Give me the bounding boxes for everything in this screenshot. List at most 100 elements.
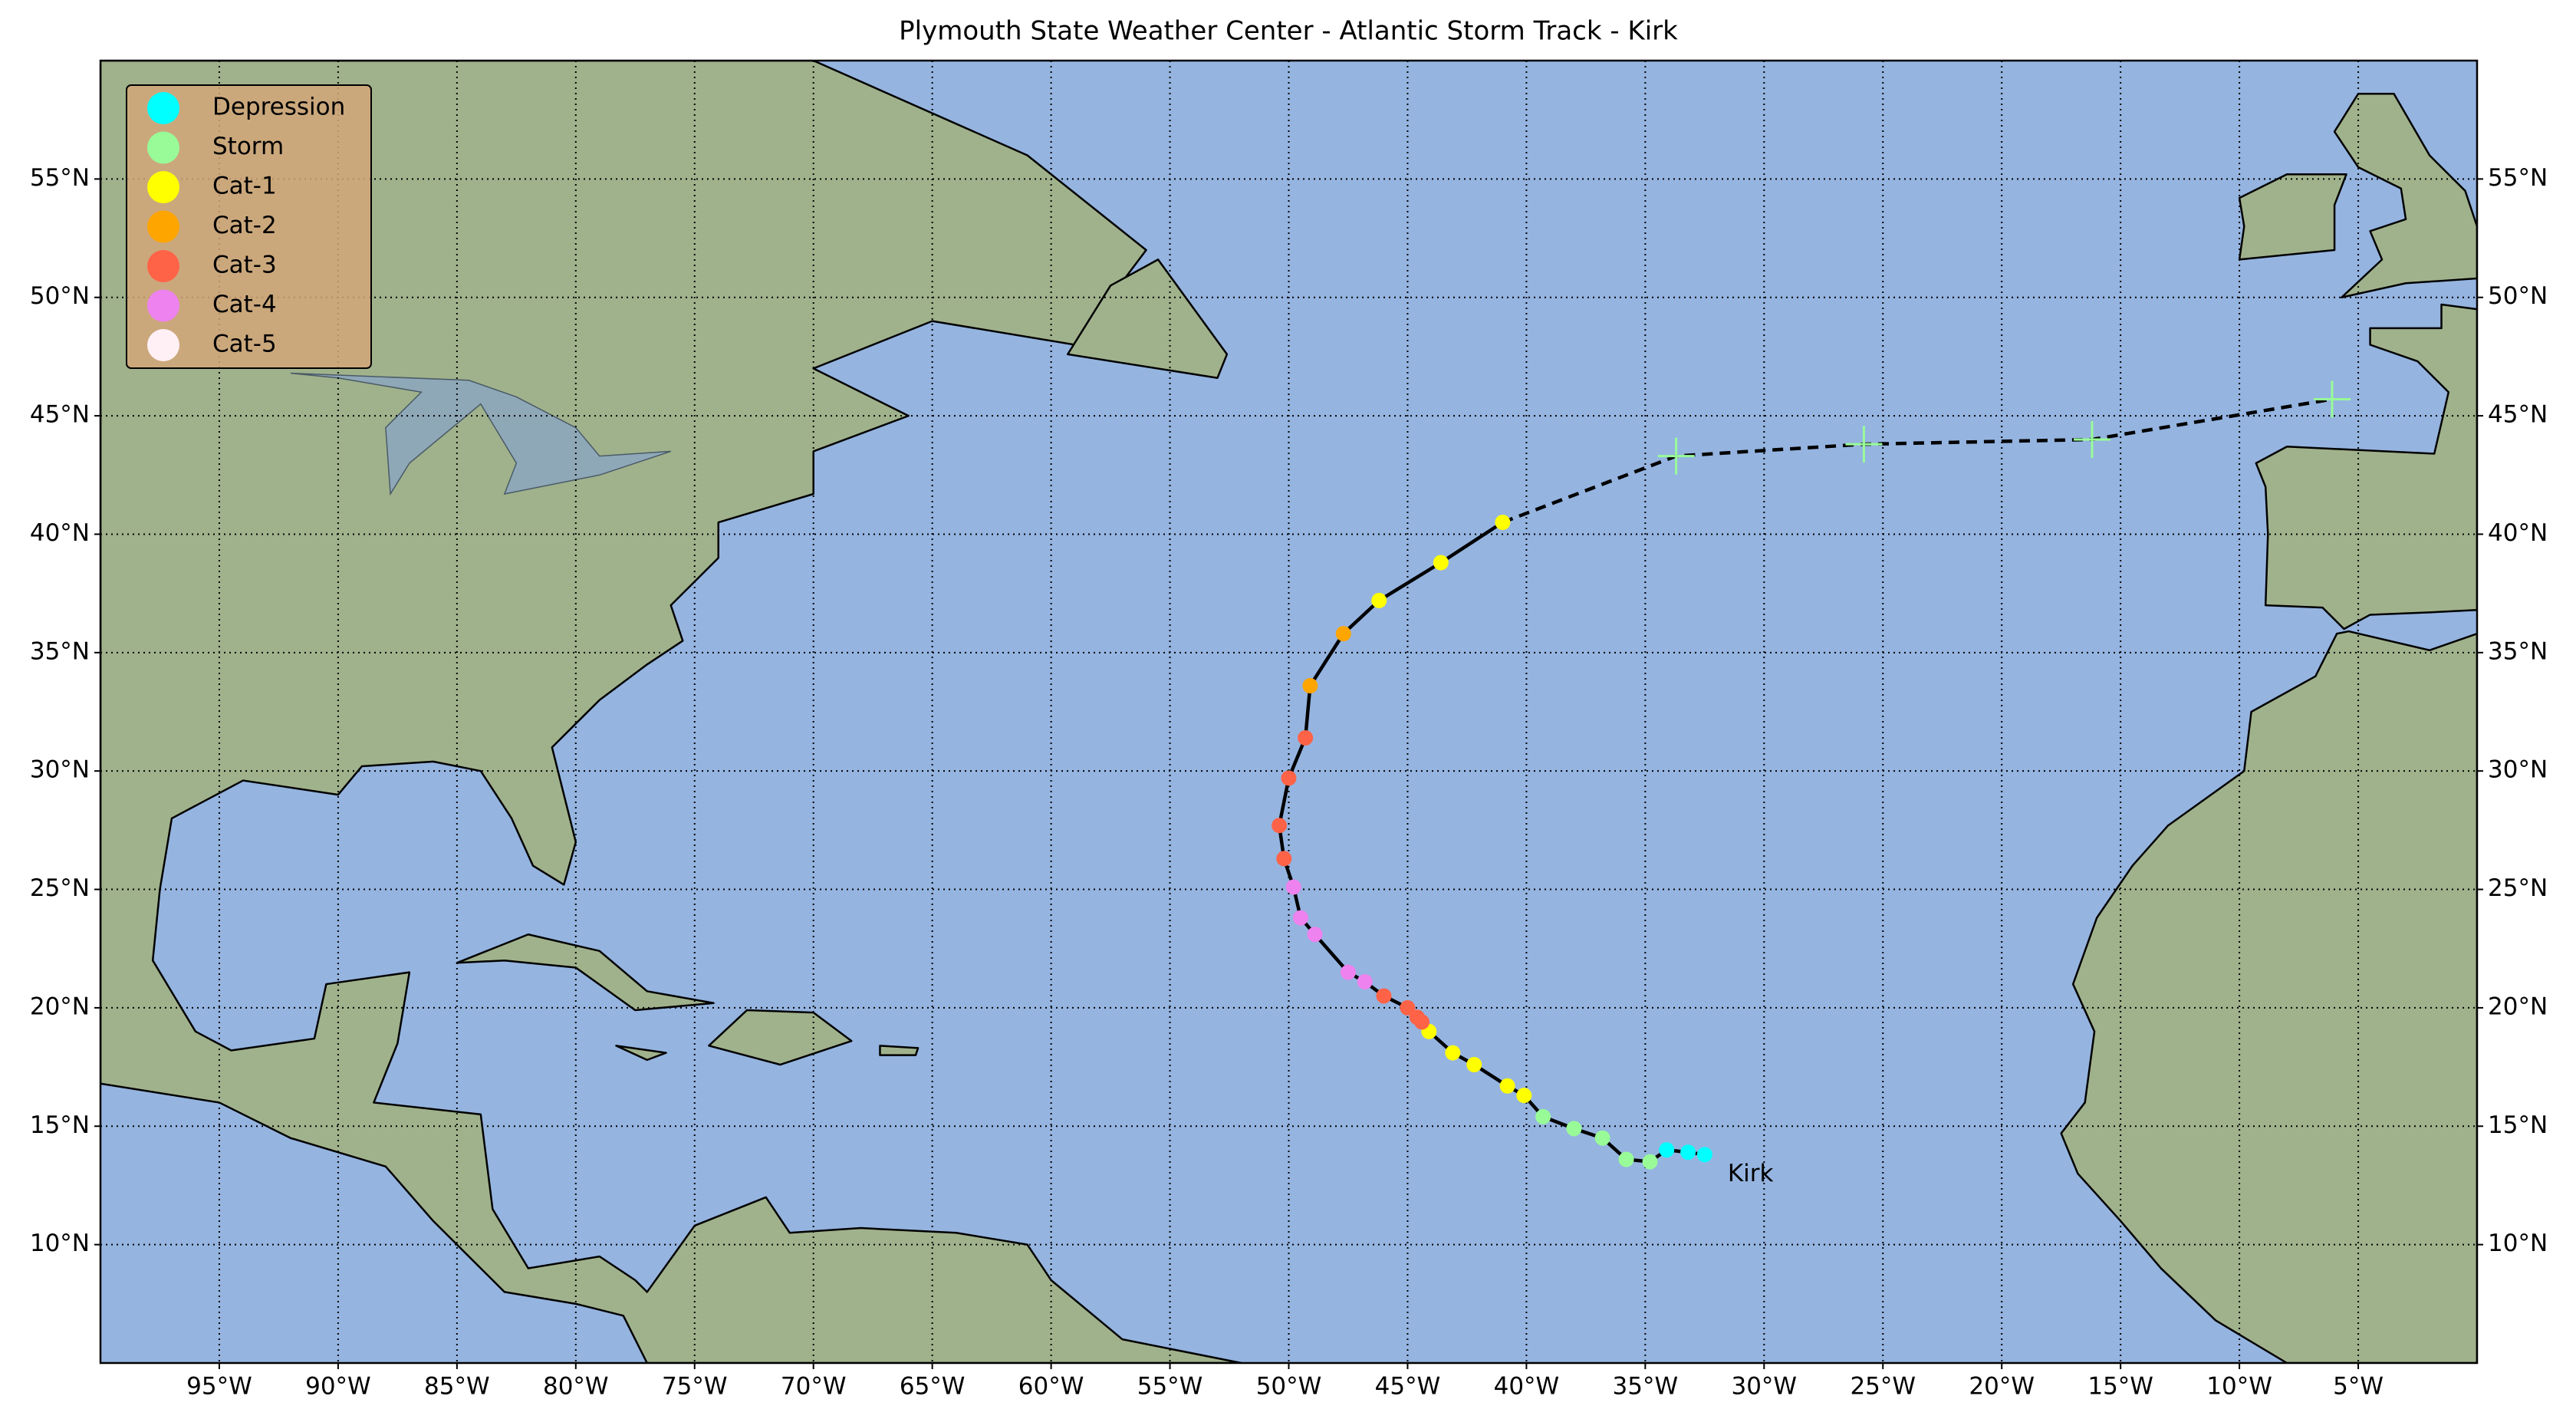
grid-layer: 95°W 90°W 85°W 80°W 75°W 70°W 65°W 60°W 55°W 50°W… (30, 61, 2548, 1401)
land-layer (100, 61, 2477, 1363)
track-point (1272, 818, 1288, 834)
track-point (1335, 626, 1351, 642)
plot-frame (99, 59, 2479, 1365)
legend-label: Cat-4 (212, 291, 277, 318)
x-tick-label: 50°W (1256, 1373, 1322, 1401)
legend-label: Cat-1 (212, 173, 277, 200)
legend-label: Cat-2 (212, 212, 277, 239)
track-point (1400, 999, 1416, 1016)
track-point (1680, 1144, 1696, 1161)
legend: Depression Storm Cat-1 Cat-2 Cat-3 Cat-4 Cat-5 (126, 84, 372, 369)
x-tick-label: 80°W (543, 1373, 609, 1401)
legend-marker (147, 289, 179, 322)
x-tick-label: 55°W (1137, 1373, 1203, 1401)
x-tick-label: 35°W (1613, 1373, 1679, 1401)
legend-label: Depression (212, 94, 345, 121)
y-tick-label: 45°N (2488, 401, 2548, 429)
track-point (1376, 988, 1392, 1004)
track-point (1340, 964, 1356, 980)
track-point (1276, 851, 1292, 867)
track-point (1298, 729, 1314, 746)
forecast-point (2073, 420, 2110, 458)
x-tick-label: 15°W (2087, 1373, 2153, 1401)
y-tick-label: 50°N (30, 282, 90, 310)
ireland (2239, 174, 2346, 259)
track-point (1292, 910, 1308, 926)
track-point (1516, 1088, 1532, 1104)
y-tick-label: 55°N (2488, 164, 2548, 192)
y-tick-label: 35°N (2488, 637, 2548, 665)
y-tick-label: 55°N (30, 164, 90, 192)
legend-marker (147, 250, 179, 282)
forecast-point (2313, 380, 2351, 418)
track-point (1466, 1057, 1482, 1073)
great-britain (2334, 94, 2477, 298)
legend-marker (147, 329, 179, 361)
legend-label: Cat-5 (212, 331, 277, 358)
track-point (1445, 1045, 1461, 1061)
track-point (1696, 1147, 1712, 1163)
x-tick-label: 30°W (1731, 1373, 1797, 1401)
hispaniola (709, 1010, 851, 1065)
x-tick-label: 20°W (1969, 1373, 2035, 1401)
track-point (1307, 927, 1323, 943)
chart-title: Plymouth State Weather Center - Atlantic… (899, 16, 1678, 47)
y-tick-label: 35°N (30, 637, 90, 665)
storm-label: Kirk (1728, 1160, 1774, 1187)
x-tick-label: 45°W (1375, 1373, 1441, 1401)
x-tick-label: 60°W (1018, 1373, 1084, 1401)
track-point (1281, 770, 1297, 786)
x-tick-label: 85°W (424, 1373, 490, 1401)
x-tick-label: 90°W (305, 1373, 371, 1401)
track-point (1566, 1121, 1582, 1137)
legend-label: Cat-3 (212, 252, 277, 279)
x-tick-label: 70°W (781, 1373, 847, 1401)
track-point (1618, 1151, 1634, 1167)
y-tick-label: 40°N (2488, 519, 2548, 547)
y-tick-label: 45°N (30, 401, 90, 429)
africa (2061, 631, 2477, 1363)
x-tick-label: 25°W (1850, 1373, 1916, 1401)
y-tick-label: 15°N (2488, 1111, 2548, 1139)
x-tick-label: 75°W (662, 1373, 728, 1401)
legend-marker (147, 131, 179, 164)
y-tick-label: 30°N (2488, 756, 2548, 784)
legend-marker (147, 92, 179, 124)
y-tick-label: 25°N (2488, 874, 2548, 902)
y-tick-label: 20°N (30, 993, 90, 1020)
y-tick-label: 20°N (2488, 993, 2548, 1020)
track-point (1357, 973, 1373, 989)
track-point (1409, 1009, 1425, 1026)
track-point (1495, 515, 1511, 531)
jamaica (616, 1045, 666, 1060)
cuba (457, 934, 714, 1010)
track-point (1594, 1130, 1610, 1146)
europe (2256, 305, 2477, 629)
track-point (1499, 1078, 1515, 1094)
y-tick-label: 50°N (2488, 282, 2548, 310)
forecast-point (1657, 437, 1695, 475)
track-point (1642, 1154, 1658, 1170)
track-point (1285, 879, 1301, 895)
x-tick-label: 5°W (2333, 1373, 2384, 1401)
track-point (1659, 1142, 1675, 1158)
track-point (1302, 678, 1318, 694)
newfoundland (1068, 259, 1227, 377)
legend-label: Storm (212, 133, 284, 160)
y-tick-label: 10°N (30, 1230, 90, 1257)
x-tick-label: 10°W (2206, 1373, 2272, 1401)
x-tick-label: 65°W (900, 1373, 966, 1401)
track-point (1433, 555, 1449, 571)
legend-box (126, 84, 372, 369)
y-tick-label: 25°N (30, 874, 90, 902)
track-point (1371, 592, 1387, 608)
x-tick-label: 95°W (186, 1373, 252, 1401)
y-tick-label: 10°N (2488, 1230, 2548, 1257)
y-tick-label: 30°N (30, 756, 90, 784)
y-tick-label: 15°N (30, 1111, 90, 1139)
x-tick-label: 40°W (1494, 1373, 1560, 1401)
legend-marker (147, 171, 179, 203)
